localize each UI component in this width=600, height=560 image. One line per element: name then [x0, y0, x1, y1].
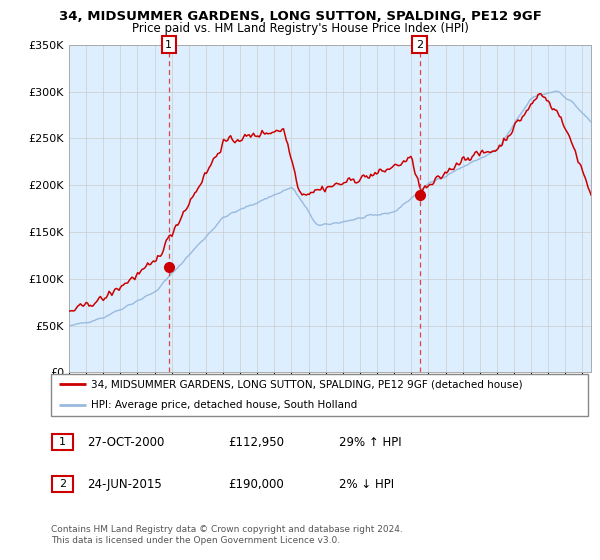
Text: 34, MIDSUMMER GARDENS, LONG SUTTON, SPALDING, PE12 9GF (detached house): 34, MIDSUMMER GARDENS, LONG SUTTON, SPAL… — [91, 379, 523, 389]
Text: 34, MIDSUMMER GARDENS, LONG SUTTON, SPALDING, PE12 9GF: 34, MIDSUMMER GARDENS, LONG SUTTON, SPAL… — [59, 10, 541, 22]
Text: 2: 2 — [59, 479, 66, 489]
Text: 24-JUN-2015: 24-JUN-2015 — [87, 478, 162, 491]
Text: 1: 1 — [59, 437, 66, 447]
Text: 1: 1 — [165, 40, 172, 50]
Text: £112,950: £112,950 — [228, 436, 284, 449]
Text: Contains HM Land Registry data © Crown copyright and database right 2024.
This d: Contains HM Land Registry data © Crown c… — [51, 525, 403, 545]
Text: £190,000: £190,000 — [228, 478, 284, 491]
Text: 27-OCT-2000: 27-OCT-2000 — [87, 436, 164, 449]
Text: HPI: Average price, detached house, South Holland: HPI: Average price, detached house, Sout… — [91, 400, 358, 410]
Text: Price paid vs. HM Land Registry's House Price Index (HPI): Price paid vs. HM Land Registry's House … — [131, 22, 469, 35]
Text: 2% ↓ HPI: 2% ↓ HPI — [339, 478, 394, 491]
Text: 29% ↑ HPI: 29% ↑ HPI — [339, 436, 401, 449]
Text: 2: 2 — [416, 40, 423, 50]
